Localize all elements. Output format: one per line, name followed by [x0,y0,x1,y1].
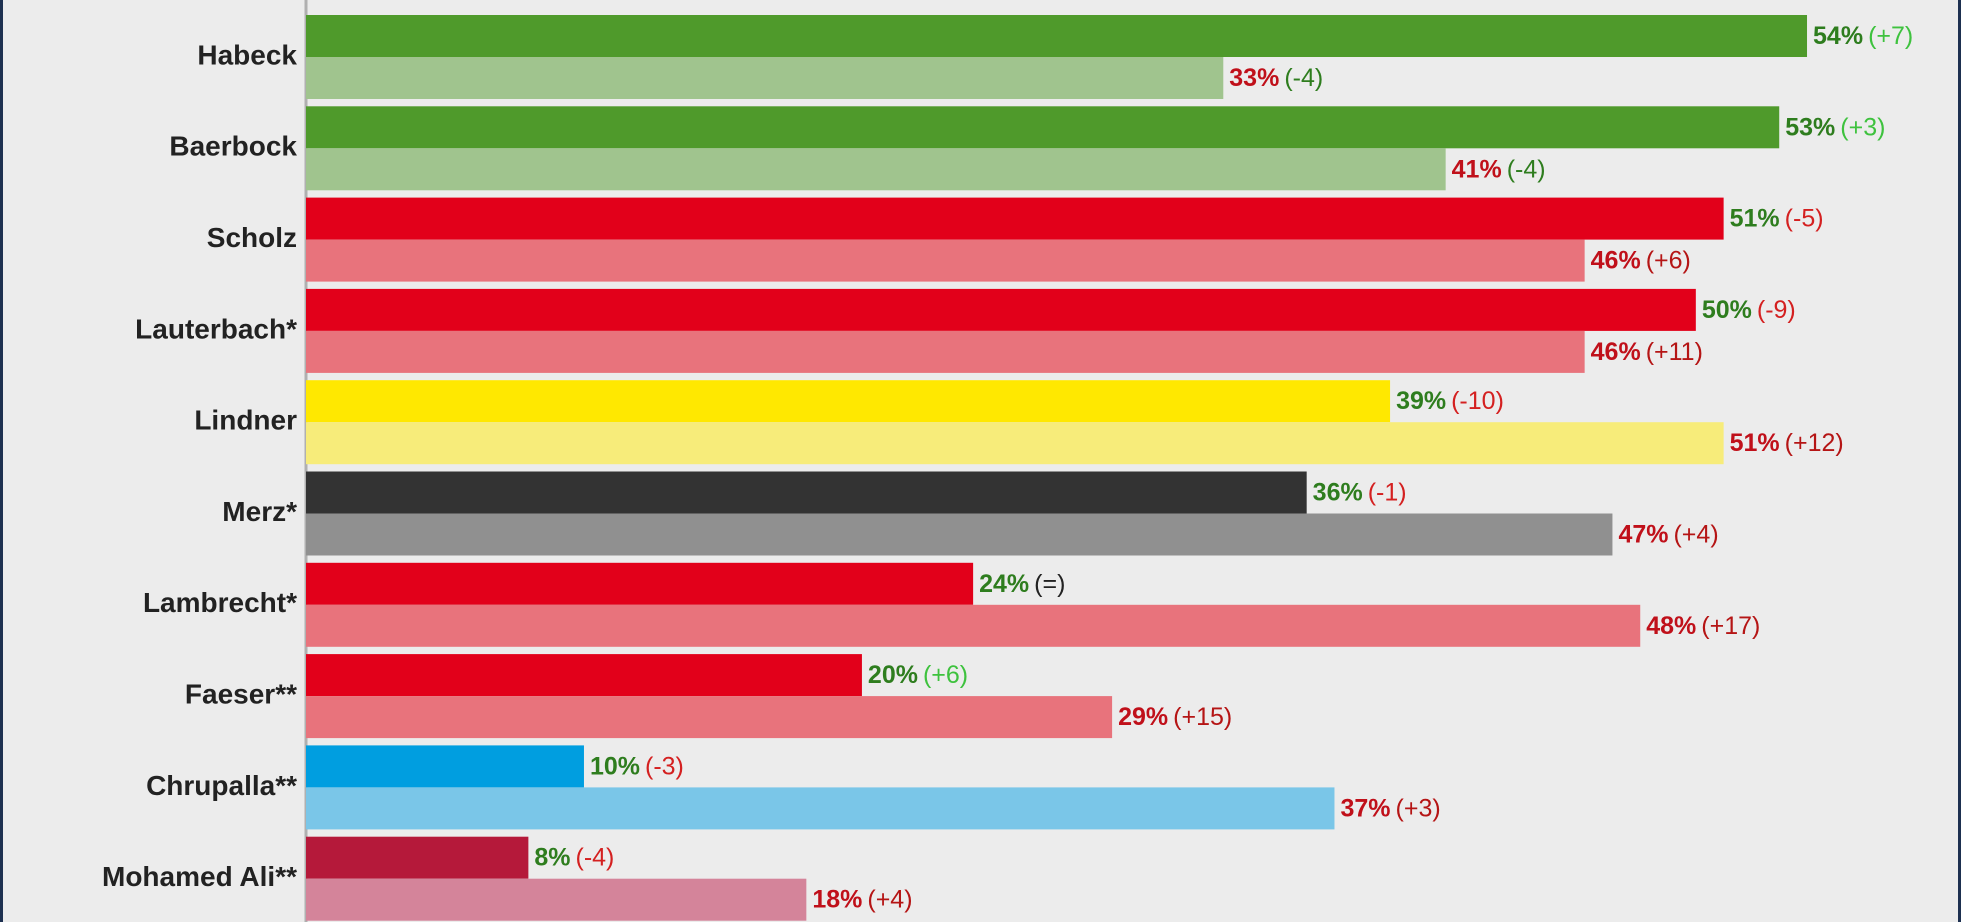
bar [306,15,1808,57]
change-label: (+4) [1673,520,1718,548]
bar-label: 53% (+3) [1785,113,1885,141]
change-label: (+17) [1701,611,1760,639]
bar [306,878,807,921]
change-label: (-4) [576,843,615,871]
bar [306,106,1780,149]
bar [306,380,1391,423]
bar-label: 46% (+6) [1591,246,1691,274]
value-label: 53% [1785,113,1835,141]
category-label: Faeser** [185,678,297,709]
value-label: 24% [979,569,1029,597]
value-label: 36% [1313,478,1363,506]
right-border [1958,0,1961,922]
bar [306,288,1696,331]
value-label: 46% [1591,246,1641,274]
value-label: 10% [590,752,640,780]
bar-label: 39% (-10) [1396,387,1504,415]
change-label: (-4) [1507,155,1546,183]
bar [306,148,1446,191]
bar [306,745,584,788]
bar [306,787,1335,830]
change-label: (+3) [1396,794,1441,822]
value-label: 51% [1730,429,1780,457]
bar-label: 41% (-4) [1452,155,1546,183]
bar [306,197,1724,240]
bar-label: 51% (+12) [1730,429,1844,457]
change-label: (+12) [1785,429,1844,457]
change-label: (+11) [1646,338,1703,366]
change-label: (+15) [1173,703,1232,731]
bar [306,562,974,605]
change-label: (+6) [1646,246,1691,274]
change-label: (+7) [1868,22,1913,50]
category-label: Merz* [222,496,297,527]
value-label: 18% [812,885,862,913]
value-label: 39% [1396,387,1446,415]
change-label: (-3) [645,752,684,780]
bar-label: 50% (-9) [1702,296,1796,324]
bar-label: 24% (=) [979,569,1065,597]
value-label: 41% [1452,155,1502,183]
value-label: 33% [1229,64,1279,92]
value-label: 54% [1813,22,1863,50]
change-label: (-4) [1284,64,1323,92]
bar [306,57,1224,99]
bar-label: 10% (-3) [590,752,684,780]
left-border [0,0,3,922]
category-label: Baerbock [169,131,297,162]
bar [306,836,529,879]
value-label: 29% [1118,703,1168,731]
change-label: (-10) [1451,387,1504,415]
bar-label: 51% (-5) [1730,204,1824,232]
bar [306,471,1307,514]
bar-label: 29% (+15) [1118,703,1232,731]
value-label: 20% [868,661,918,689]
value-label: 37% [1340,794,1390,822]
bar [306,604,1641,647]
bar-label: 8% (-4) [534,843,614,871]
value-label: 46% [1591,338,1641,366]
bar [306,330,1585,373]
category-label: Mohamed Ali** [102,861,297,892]
bar-label: 54% (+7) [1813,22,1913,50]
category-label: Chrupalla** [146,770,297,801]
bar-label: 18% (+4) [812,885,912,913]
category-label: Habeck [197,39,297,70]
change-label: (-1) [1368,478,1407,506]
category-label: Lambrecht* [143,587,297,618]
change-label: (-5) [1785,204,1824,232]
value-label: 51% [1730,204,1780,232]
category-label: Scholz [207,222,297,253]
bar [306,422,1724,465]
bar-label: 33% (-4) [1229,64,1323,92]
value-label: 50% [1702,296,1752,324]
change-label: (=) [1034,569,1065,597]
category-label: Lauterbach* [135,313,297,344]
change-label: (+6) [923,661,968,689]
bar-label: 36% (-1) [1313,478,1407,506]
bar-label: 47% (+4) [1618,520,1718,548]
value-label: 47% [1618,520,1668,548]
category-label: Lindner [194,405,297,436]
value-label: 8% [534,843,570,871]
bar [306,239,1585,282]
bar-label: 37% (+3) [1340,794,1440,822]
change-label: (+4) [867,885,912,913]
bar [306,654,862,697]
bar-label: 20% (+6) [868,661,968,689]
change-label: (-9) [1757,296,1796,324]
bar [306,696,1113,739]
bar-label: 46% (+11) [1591,338,1703,366]
bar-label: 48% (+17) [1646,611,1760,639]
change-label: (+3) [1840,113,1885,141]
bar [306,513,1613,556]
value-label: 48% [1646,611,1696,639]
